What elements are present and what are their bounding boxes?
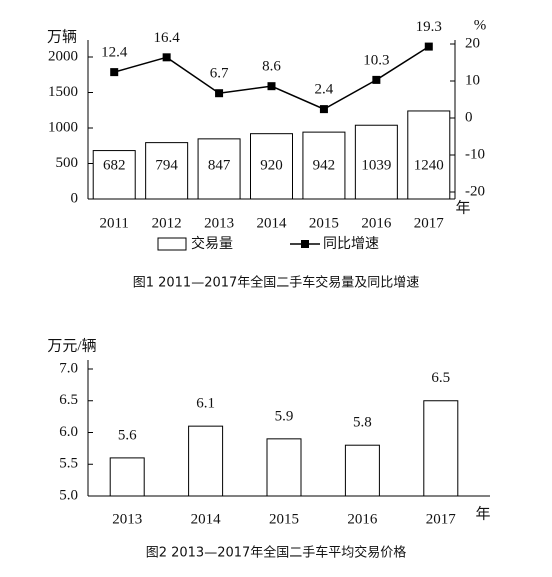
- bar: [250, 133, 293, 200]
- y-tick-label: 1000: [48, 119, 78, 135]
- legend-label: 同比增速: [323, 236, 379, 252]
- bar: [302, 131, 346, 200]
- data-label: 942: [313, 157, 336, 173]
- y-tick-label: 1500: [48, 84, 78, 100]
- bar: [188, 425, 224, 497]
- x-tick-label: 2011: [99, 215, 128, 231]
- data-label: 847: [208, 157, 231, 173]
- data-label: 2.4: [315, 82, 334, 98]
- data-label: 920: [260, 157, 283, 173]
- point: [215, 89, 224, 98]
- point: [319, 105, 328, 114]
- data-label: 1039: [361, 157, 391, 173]
- x-tick-label: 2016: [347, 511, 378, 527]
- x-tick-label: 2012: [152, 215, 182, 231]
- point: [267, 82, 276, 91]
- bar: [109, 457, 145, 497]
- chart-title: 图1 2011—2017年全国二手车交易量及同比增速: [133, 275, 420, 291]
- bar: [423, 400, 459, 497]
- y-tick-label: 0: [71, 190, 79, 206]
- data-label: 1240: [414, 157, 444, 173]
- chart-title: 图2 2013—2017年全国二手车平均交易价格: [146, 545, 407, 561]
- y-tick-label: -10: [465, 146, 485, 162]
- y-tick-label: 10: [465, 72, 480, 88]
- data-label: 16.4: [154, 30, 181, 46]
- x-tick-label: 2014: [257, 215, 288, 231]
- bar: [344, 444, 380, 497]
- data-label: 10.3: [363, 52, 389, 68]
- x-tick-label: 2015: [309, 215, 339, 231]
- x-tick-label: 2016: [361, 215, 392, 231]
- y-tick-label: 5.0: [59, 487, 78, 503]
- x-axis-unit: 年: [475, 505, 490, 522]
- data-label: 19.3: [416, 19, 442, 35]
- bar: [407, 110, 451, 200]
- bar: [92, 150, 136, 200]
- x-tick-label: 2017: [426, 511, 457, 527]
- x-tick-label: 2013: [204, 215, 234, 231]
- bar: [354, 124, 398, 200]
- x-tick-label: 2013: [112, 511, 142, 527]
- data-label: 682: [103, 157, 126, 173]
- bar: [145, 142, 189, 200]
- bar: [266, 438, 302, 497]
- data-label: 8.6: [262, 59, 281, 75]
- legend-swatch: [301, 240, 309, 248]
- x-tick-label: 2017: [414, 215, 445, 231]
- x-axis-unit: 年: [455, 199, 470, 216]
- data-label: 6.1: [196, 396, 215, 412]
- point: [372, 75, 381, 84]
- data-label: 12.4: [101, 45, 128, 61]
- y-axis-unit: 万元/辆: [47, 337, 96, 354]
- y-tick-label: 2000: [48, 48, 78, 64]
- point: [162, 53, 171, 62]
- data-label: 5.9: [275, 408, 294, 424]
- point: [110, 68, 119, 77]
- point: [424, 42, 433, 51]
- x-tick-label: 2015: [269, 511, 299, 527]
- y-tick-label: -20: [465, 183, 485, 199]
- data-label: 5.8: [353, 415, 372, 431]
- bar: [197, 138, 241, 200]
- data-label: 6.5: [431, 370, 450, 386]
- data-label: 794: [155, 157, 178, 173]
- y-tick-label: 0: [465, 109, 473, 125]
- y-tick-label: 7.0: [59, 360, 78, 376]
- x-tick-label: 2014: [191, 511, 222, 527]
- data-label: 6.7: [210, 66, 229, 82]
- y-axis-unit: 万辆: [47, 28, 77, 45]
- y-tick-label: 6.0: [59, 424, 78, 440]
- y-tick-label: 500: [56, 155, 79, 171]
- legend-label t: 交易量: [191, 235, 233, 252]
- data-label: 5.6: [118, 427, 137, 443]
- y-tick-label: 6.5: [59, 392, 78, 408]
- y-tick-label: 20: [465, 35, 480, 51]
- legend-swatch: [157, 237, 187, 251]
- y2-axis-unit: %: [474, 17, 487, 33]
- y-tick-label: 5.5: [59, 456, 78, 472]
